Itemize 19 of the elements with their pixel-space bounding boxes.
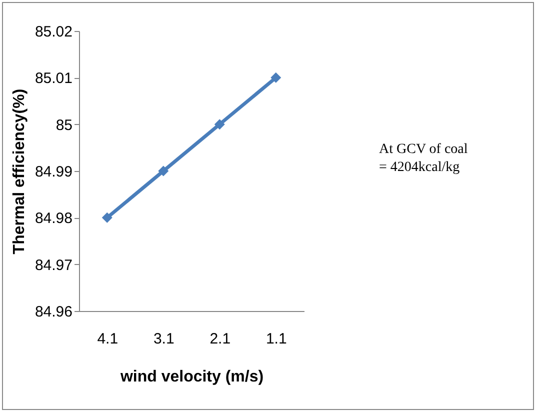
y-tick-label: 84.98 — [34, 210, 72, 228]
point — [214, 119, 225, 130]
text: At GCV of coal — [379, 142, 468, 157]
point — [102, 212, 112, 223]
x-tick-label: 4.1 — [97, 330, 118, 348]
x-axis-title: wind velocity (m/s) — [119, 368, 264, 386]
x-tick-label: 2.1 — [210, 330, 231, 348]
y-tick-label: 85 — [56, 116, 72, 134]
y-axis-title: Thermal efficiency(%) — [10, 88, 28, 254]
text: = 4204kcal/kg — [379, 160, 460, 175]
y-tick-label: 85.02 — [34, 24, 72, 40]
x-tick-label: 1.1 — [266, 330, 287, 348]
y-tick-label: 85.01 — [34, 70, 72, 88]
y-tick-label: 84.97 — [34, 256, 72, 274]
point — [158, 166, 169, 176]
y-tick-label: 84.96 — [34, 304, 72, 320]
x-tick-label: 3.1 — [153, 330, 174, 348]
y-tick-label: 84.99 — [34, 164, 72, 180]
point — [270, 72, 282, 83]
